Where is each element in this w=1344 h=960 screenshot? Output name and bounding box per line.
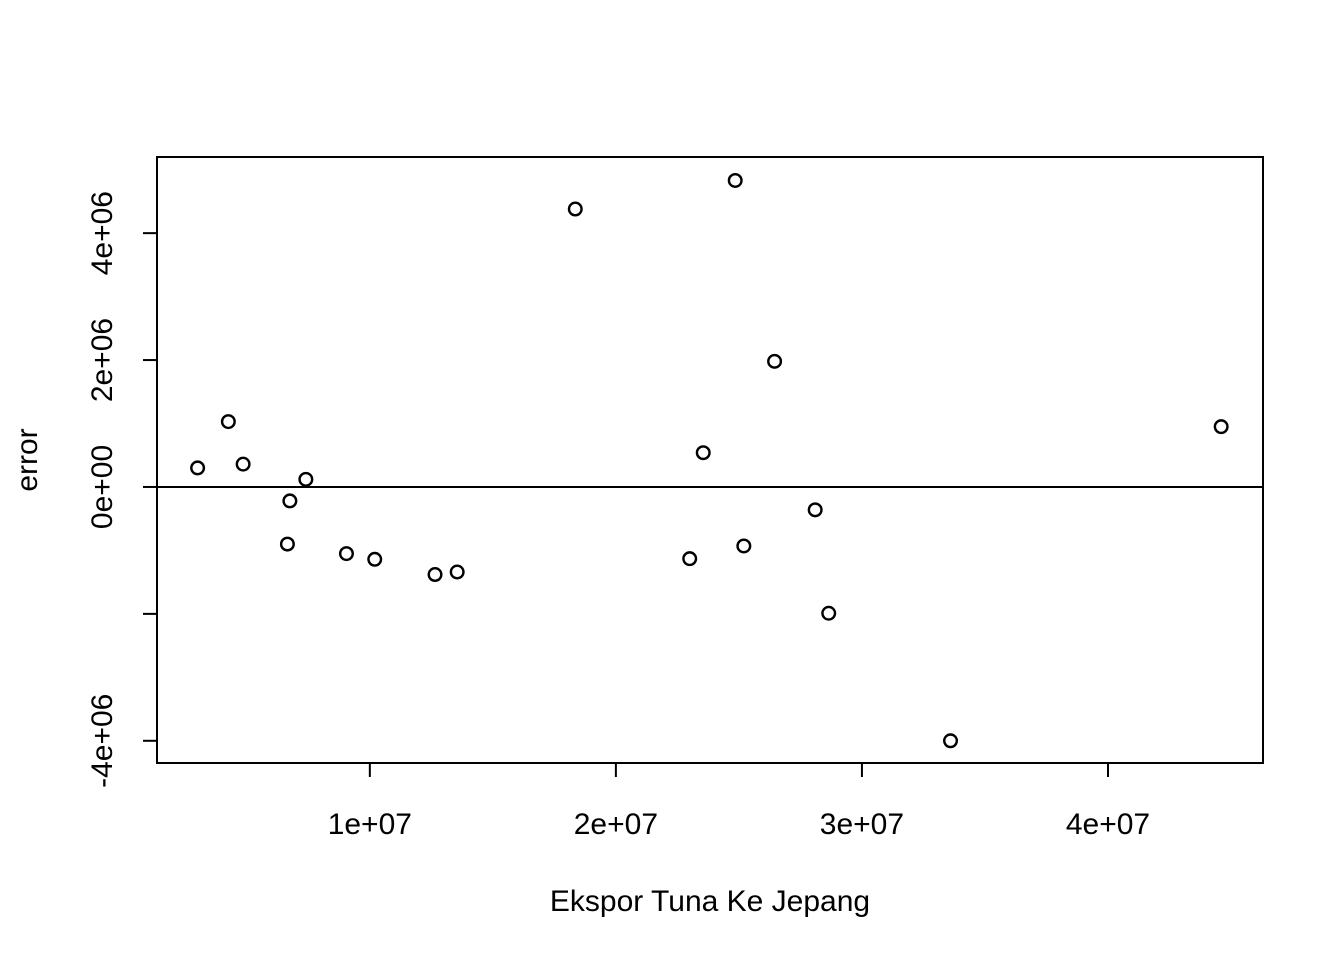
x-tick-label: 3e+07: [820, 808, 904, 841]
data-point: [279, 536, 295, 552]
data-point: [821, 605, 837, 621]
data-point: [338, 546, 354, 562]
data-point: [695, 445, 711, 461]
y-tick-label: -4e+06: [86, 694, 119, 788]
data-point: [807, 502, 823, 518]
data-point: [567, 201, 583, 217]
data-point: [943, 733, 959, 749]
data-points: [190, 172, 1229, 749]
x-tick-label: 1e+07: [328, 808, 412, 841]
data-point: [727, 172, 743, 188]
data-point: [220, 414, 236, 430]
data-point: [298, 471, 314, 487]
y-axis: -4e+06 0e+00 2e+06 4e+06: [86, 191, 158, 788]
data-point: [449, 564, 465, 580]
y-axis-label: error: [11, 428, 44, 491]
data-point: [367, 551, 383, 567]
data-point: [190, 460, 206, 476]
plot-frame: [156, 156, 1264, 764]
x-axis: 1e+07 2e+07 3e+07 4e+07: [328, 762, 1150, 841]
data-point: [682, 551, 698, 567]
x-tick-label: 4e+07: [1066, 808, 1150, 841]
x-tick-label: 2e+07: [574, 808, 658, 841]
data-point: [1213, 419, 1229, 435]
data-point: [282, 493, 298, 509]
x-axis-label: Ekspor Tuna Ke Jepang: [550, 885, 870, 918]
y-tick-label: 2e+06: [86, 318, 119, 402]
y-tick-label: 4e+06: [86, 191, 119, 275]
data-point: [736, 538, 752, 554]
data-point: [427, 567, 443, 583]
data-point: [767, 353, 783, 369]
data-point: [235, 456, 251, 472]
y-tick-label: 0e+00: [86, 445, 119, 529]
